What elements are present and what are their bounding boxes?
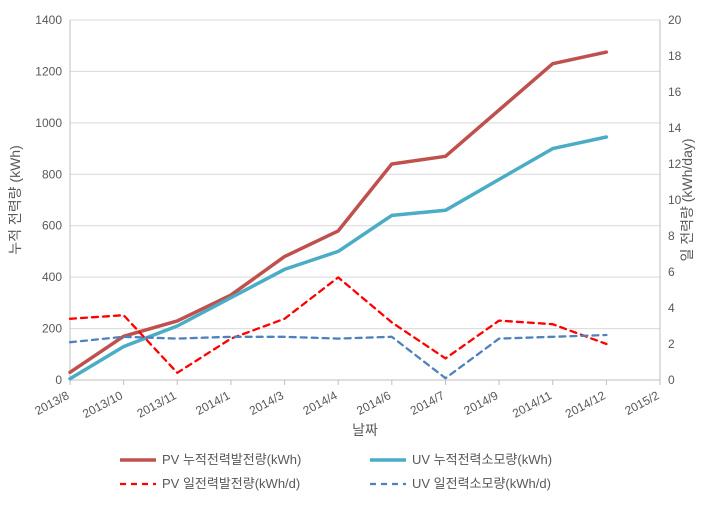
y-left-tick: 1200 bbox=[35, 64, 62, 78]
y-left-label: 누적 전력량 (kWh) bbox=[7, 145, 23, 255]
y-left-tick: 0 bbox=[55, 373, 62, 387]
y-right-tick: 16 bbox=[668, 85, 682, 99]
y-right-tick: 14 bbox=[668, 121, 682, 135]
y-left-tick: 1400 bbox=[35, 13, 62, 27]
y-right-tick: 2 bbox=[668, 337, 675, 351]
chart-svg: 0200400600800100012001400024681012141618… bbox=[0, 0, 708, 516]
y-left-tick: 200 bbox=[42, 322, 62, 336]
y-left-tick: 800 bbox=[42, 167, 62, 181]
y-right-tick: 8 bbox=[668, 229, 675, 243]
y-right-tick: 6 bbox=[668, 265, 675, 279]
legend-label-uv_daily: UV 일전력소모량(kWh/d) bbox=[412, 476, 551, 491]
chart-bg bbox=[0, 0, 708, 516]
y-right-tick: 0 bbox=[668, 373, 675, 387]
x-axis-label: 날짜 bbox=[352, 422, 378, 438]
legend-label-pv_cum: PV 누적전력발전량(kWh) bbox=[162, 452, 301, 467]
y-right-tick: 4 bbox=[668, 301, 675, 315]
y-left-tick: 1000 bbox=[35, 116, 62, 130]
y-right-tick: 20 bbox=[668, 13, 682, 27]
legend-label-pv_daily: PV 일전력발전량(kWh/d) bbox=[162, 476, 300, 491]
legend-label-uv_cum: UV 누적전력소모량(kWh) bbox=[412, 452, 552, 467]
y-left-tick: 400 bbox=[42, 270, 62, 284]
y-right-tick: 18 bbox=[668, 49, 682, 63]
y-left-tick: 600 bbox=[42, 219, 62, 233]
y-right-label: 일 전력량 (kWh/day) bbox=[679, 138, 695, 261]
chart-container: 0200400600800100012001400024681012141618… bbox=[0, 0, 708, 516]
